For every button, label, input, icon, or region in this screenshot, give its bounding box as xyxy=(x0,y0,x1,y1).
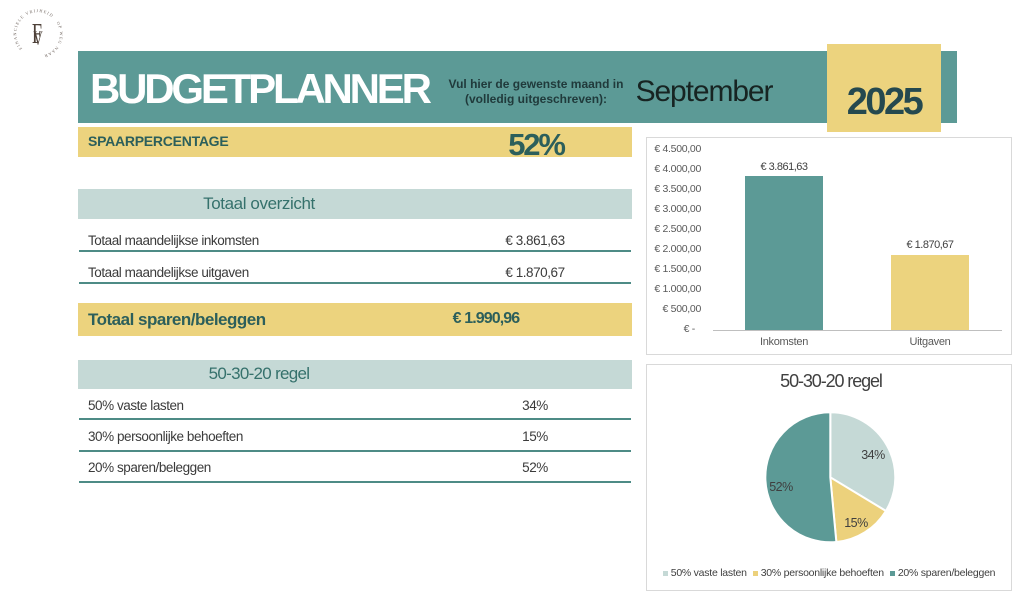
svg-text:15%: 15% xyxy=(844,516,868,530)
svg-text:52%: 52% xyxy=(769,480,793,494)
svg-text:V: V xyxy=(33,26,43,49)
svg-text:34%: 34% xyxy=(861,448,885,462)
svg-text:F: F xyxy=(32,19,42,50)
